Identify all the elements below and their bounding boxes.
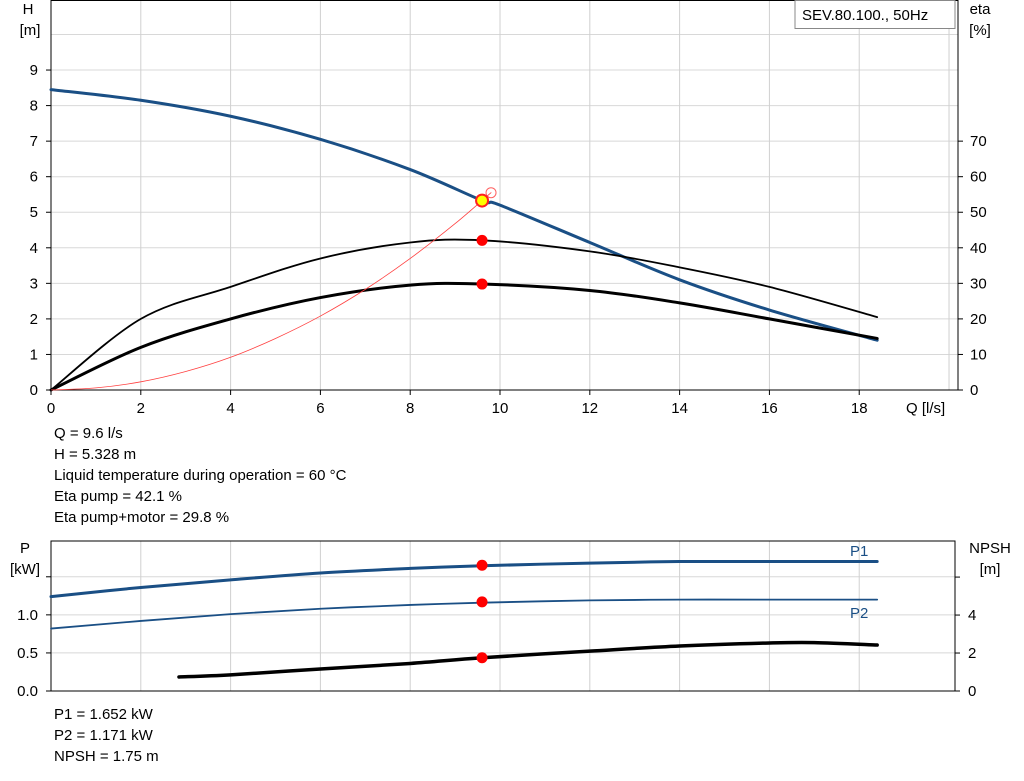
h-axis-label: H bbox=[23, 1, 34, 18]
eta-tick-label: 70 bbox=[970, 133, 987, 150]
p1-series-label: P1 bbox=[850, 543, 868, 560]
npsh-axis-label: NPSH bbox=[969, 540, 1011, 557]
curve-system-curve bbox=[50, 192, 492, 391]
q-axis-label: Q [l/s] bbox=[906, 400, 945, 417]
p-axis-unit: [kW] bbox=[10, 561, 40, 578]
curve-P1 bbox=[49, 559, 879, 599]
eta-axis-label: eta bbox=[970, 1, 992, 18]
eta-axis-unit: [%] bbox=[969, 22, 991, 39]
top-grid bbox=[50, 0, 959, 391]
h-tick-label: 1 bbox=[30, 346, 38, 363]
axis-labels: 0 2 4 6 8 10 12 14 16 180123456789010203040506070… bbox=[10, 1, 1011, 700]
x-tick-label: 18 bbox=[851, 400, 868, 417]
x-tick-label: 10 bbox=[492, 400, 509, 417]
p2-series-label: P2 bbox=[850, 605, 868, 622]
readout-eta-pump: Eta pump = 42.1 % bbox=[54, 488, 182, 505]
x-tick-label: 6 bbox=[316, 400, 324, 417]
readout-temp: Liquid temperature during operation = 60… bbox=[54, 467, 347, 484]
x-tick-label: 2 bbox=[137, 400, 145, 417]
x-tick-label: 14 bbox=[671, 400, 688, 417]
eta-pump-marker bbox=[476, 234, 488, 246]
duty-point-marker bbox=[475, 193, 490, 208]
h-tick-label: 4 bbox=[30, 240, 38, 257]
p-tick-label: 1.0 bbox=[17, 607, 38, 624]
curve-P2 bbox=[50, 598, 879, 630]
h-tick-label: 0 bbox=[30, 382, 38, 399]
system-curve-end-marker bbox=[485, 187, 497, 199]
curve-NPSH bbox=[177, 640, 879, 679]
eta-tick-label: 10 bbox=[970, 346, 987, 363]
readout-p1: P1 = 1.652 kW bbox=[54, 706, 153, 723]
p2-marker bbox=[476, 596, 488, 608]
h-tick-label: 9 bbox=[30, 62, 38, 79]
npsh-tick-label: 4 bbox=[968, 607, 976, 624]
npsh-tick-label: 2 bbox=[968, 645, 976, 662]
legend-box: SEV.80.100., 50Hz bbox=[794, 0, 956, 29]
h-tick-label: 5 bbox=[30, 204, 38, 221]
bottom-grid bbox=[50, 540, 956, 692]
h-tick-label: 7 bbox=[30, 133, 38, 150]
curve-H bbox=[49, 88, 879, 342]
readout-q: Q = 9.6 l/s bbox=[54, 425, 123, 442]
eta-tick-label: 40 bbox=[970, 240, 987, 257]
p-axis-label: P bbox=[20, 540, 30, 557]
eta-tick-label: 50 bbox=[970, 204, 987, 221]
eta-tick-label: 30 bbox=[970, 275, 987, 292]
p-tick-label: 0.5 bbox=[17, 645, 38, 662]
x-tick-label: 8 bbox=[406, 400, 414, 417]
plot-frame bbox=[50, 540, 956, 692]
legend-text: SEV.80.100., 50Hz bbox=[802, 7, 928, 24]
h-tick-label: 2 bbox=[30, 311, 38, 328]
bottom-readout: P1 = 1.652 kW P2 = 1.171 kW NPSH = 1.75 … bbox=[54, 704, 159, 767]
eta-tick-label: 60 bbox=[970, 169, 987, 186]
eta-tick-label: 20 bbox=[970, 311, 987, 328]
x-tick-label: 4 bbox=[226, 400, 234, 417]
x-tick-label: 0 bbox=[47, 400, 55, 417]
curve-eta-pump bbox=[50, 238, 879, 391]
top-readout: Q = 9.6 l/s H = 5.328 m Liquid temperatu… bbox=[54, 423, 346, 528]
x-tick-label: 16 bbox=[761, 400, 778, 417]
h-tick-label: 8 bbox=[30, 98, 38, 115]
p1-marker bbox=[476, 559, 488, 571]
curves bbox=[49, 88, 879, 679]
curve-eta-pump-motor bbox=[49, 281, 879, 392]
npsh-tick-label: 0 bbox=[968, 683, 976, 700]
p-tick-label: 0.0 bbox=[17, 683, 38, 700]
h-tick-label: 3 bbox=[30, 275, 38, 292]
h-axis-unit: [m] bbox=[20, 22, 41, 39]
npsh-axis-unit: [m] bbox=[980, 561, 1001, 578]
eta-pump-motor-marker bbox=[476, 278, 488, 290]
x-tick-label: 12 bbox=[581, 400, 598, 417]
readout-h: H = 5.328 m bbox=[54, 446, 137, 463]
eta-tick-label: 0 bbox=[970, 382, 978, 399]
readout-p2: P2 = 1.171 kW bbox=[54, 727, 153, 744]
npsh-marker bbox=[476, 652, 488, 664]
h-tick-label: 6 bbox=[30, 169, 38, 186]
readout-eta-pump-motor: Eta pump+motor = 29.8 % bbox=[54, 509, 230, 526]
readout-npsh: NPSH = 1.75 m bbox=[54, 748, 159, 765]
plot-frame bbox=[50, 0, 959, 391]
